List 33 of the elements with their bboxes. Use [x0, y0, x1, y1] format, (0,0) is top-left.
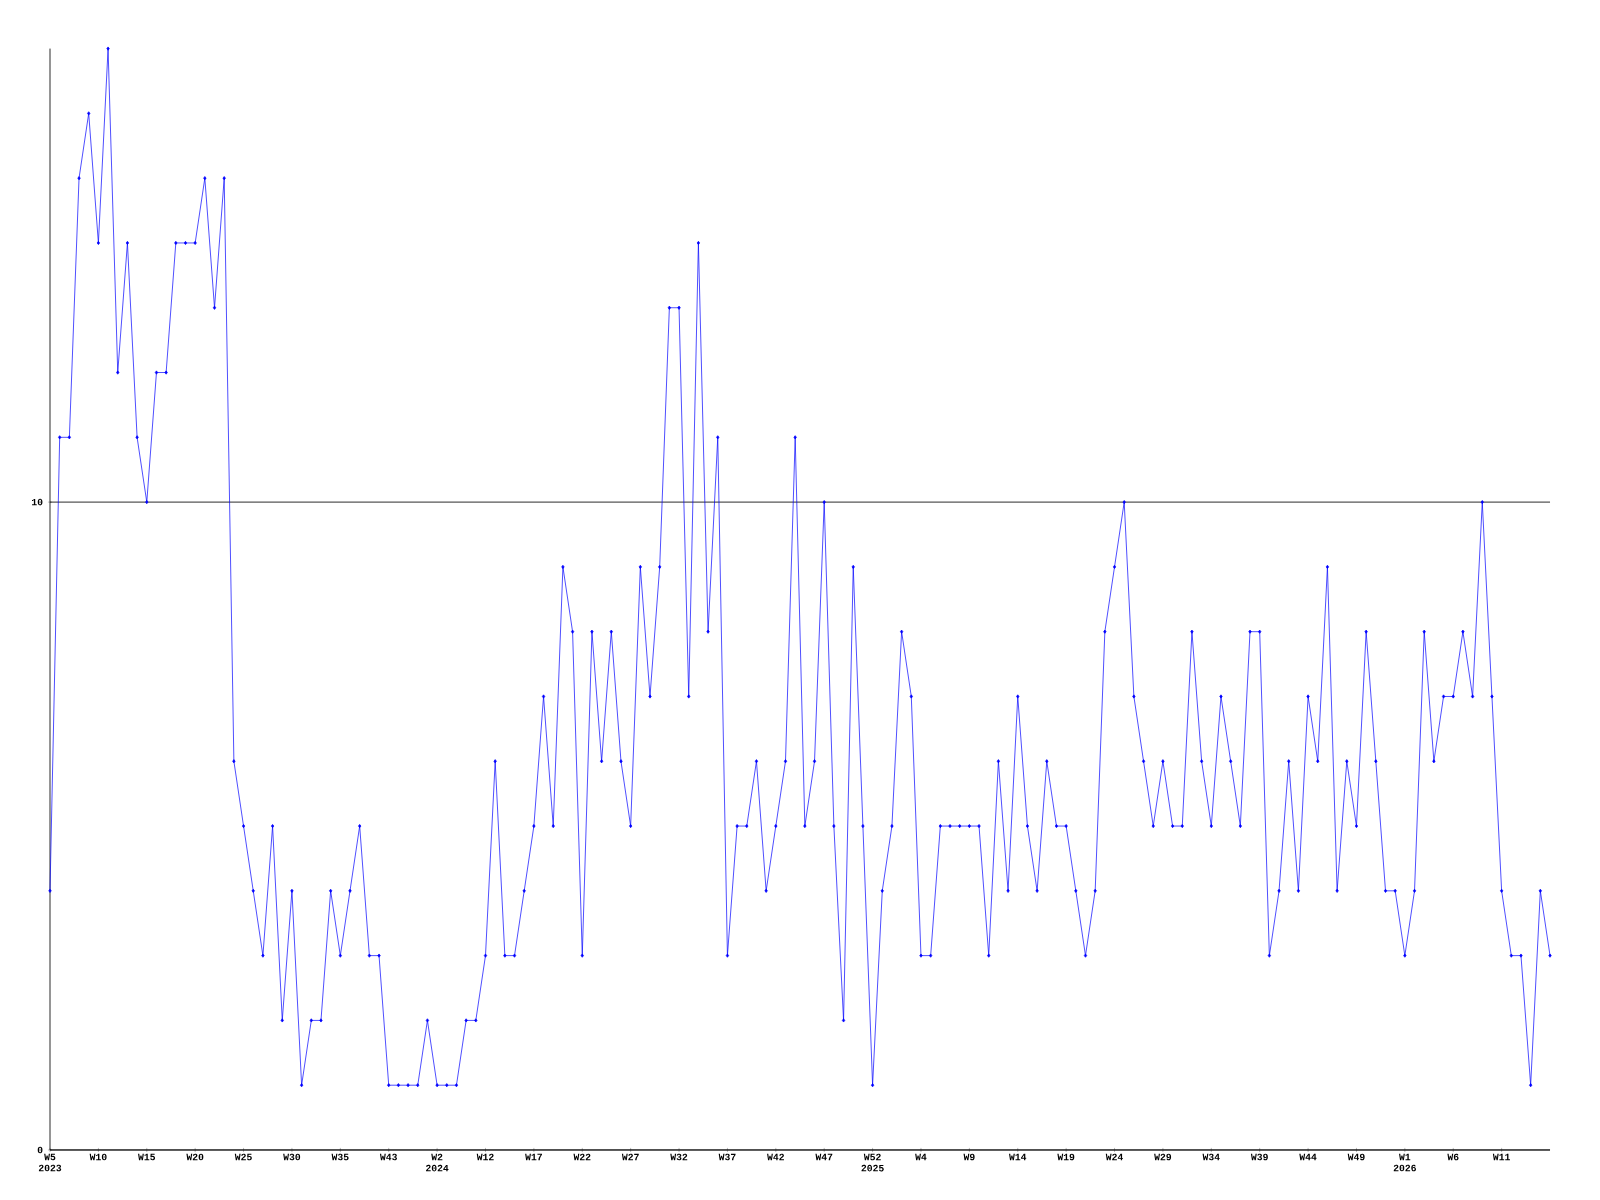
x-tick-label: W11 — [1492, 1153, 1510, 1161]
x-tick-label: W15 — [138, 1153, 156, 1161]
x-tick-label: W44 — [1299, 1153, 1317, 1161]
x-tick-label: W9 — [963, 1153, 975, 1161]
x-tick-label: W30 — [283, 1153, 301, 1161]
x-tick-label: W37 — [718, 1153, 736, 1161]
x-tick-label: W12 — [476, 1153, 494, 1161]
x-tick-label: W10 — [89, 1153, 107, 1161]
y-tick-label: 0 — [37, 1146, 43, 1154]
x-tick-label: W32 — [670, 1153, 688, 1161]
x-tick-label: W27 — [621, 1153, 639, 1161]
x-tick-label: W22 — [573, 1153, 591, 1161]
x-tick-label: W43 — [379, 1153, 397, 1161]
x-tick-label: W17 — [525, 1153, 542, 1161]
x-tick-label: W47 — [815, 1153, 833, 1161]
x-tick-label: W4 — [915, 1153, 927, 1161]
x-tick-label: W24 — [1105, 1153, 1123, 1161]
x-tick-label: W49 — [1347, 1153, 1365, 1161]
x-tick-label: W6 — [1447, 1153, 1459, 1161]
x-tick-label: W20 — [186, 1153, 204, 1161]
x-tick-label: W2 2024 — [426, 1153, 449, 1172]
y-tick-label: 10 — [32, 498, 43, 506]
x-tick-label: W19 — [1057, 1153, 1075, 1161]
x-tick-label: W1 2026 — [1393, 1153, 1416, 1172]
x-tick-label: W39 — [1250, 1153, 1268, 1161]
x-tick-label: W29 — [1154, 1153, 1172, 1161]
x-tick-label: W14 — [1009, 1153, 1027, 1161]
x-tick-label: W25 — [234, 1153, 252, 1161]
x-tick-label: W34 — [1202, 1153, 1220, 1161]
x-tick-label: W35 — [331, 1153, 349, 1161]
x-tick-label: W5 2023 — [38, 1153, 62, 1172]
x-tick-label: W52 2025 — [861, 1153, 884, 1172]
x-tick-label: W42 — [767, 1153, 784, 1161]
